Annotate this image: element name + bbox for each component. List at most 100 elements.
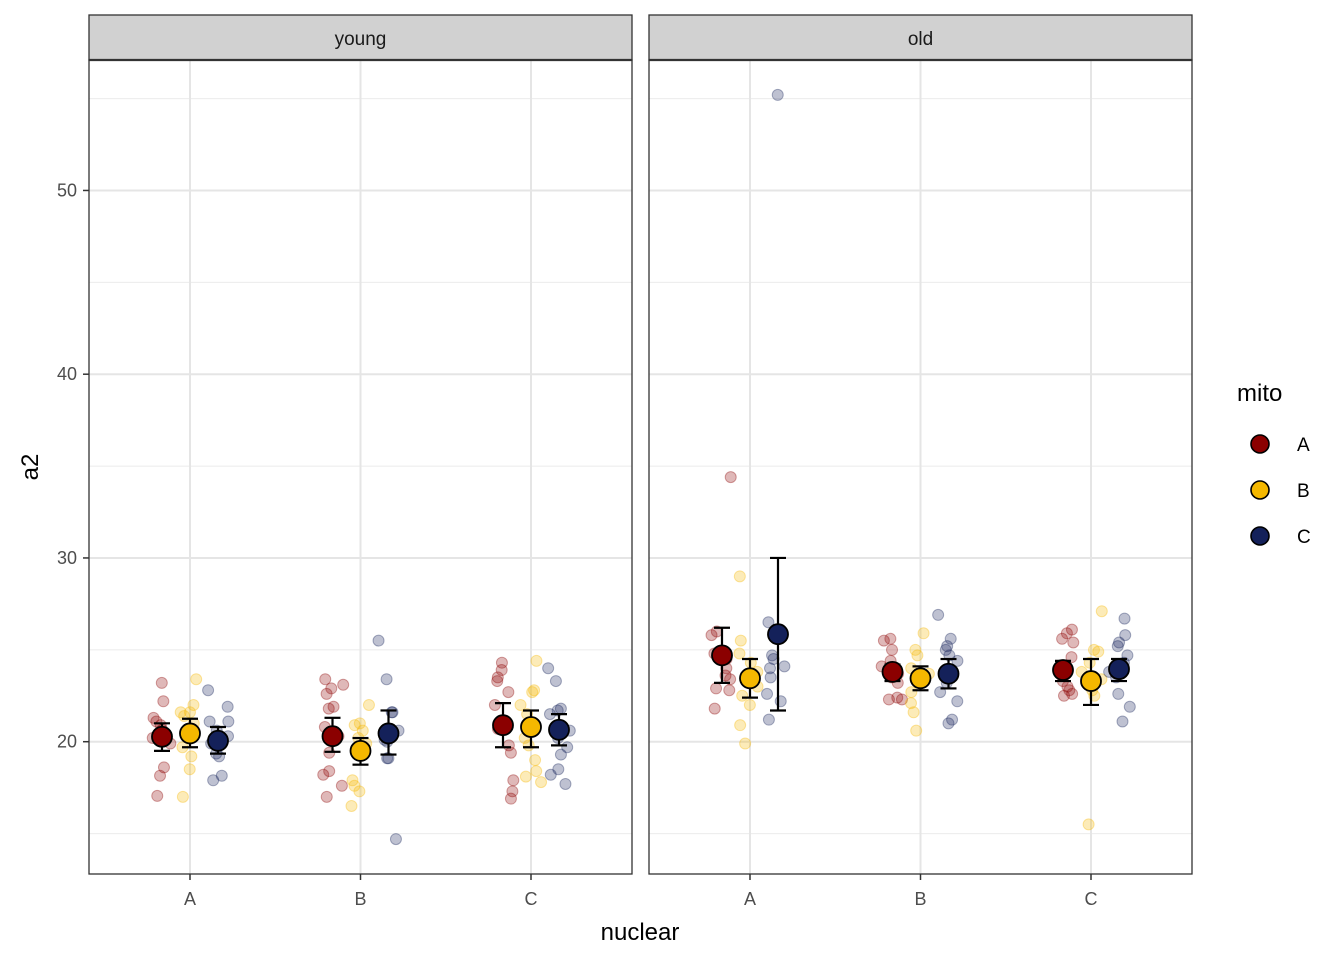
data-point	[734, 634, 747, 647]
data-point	[380, 673, 393, 686]
data-point	[495, 664, 508, 677]
data-point	[884, 632, 897, 645]
data-point	[320, 790, 333, 803]
data-point	[187, 698, 200, 711]
data-point	[155, 676, 168, 689]
y-axis: 20 30 40 50	[57, 180, 89, 752]
x-axis-title: nuclear	[601, 919, 680, 946]
data-point	[723, 684, 736, 697]
mean-point	[321, 725, 344, 748]
data-point	[552, 763, 565, 776]
y-tick-label: 50	[57, 180, 77, 200]
data-point	[353, 785, 366, 798]
data-point	[157, 761, 170, 774]
data-point	[895, 693, 908, 706]
data-point	[353, 717, 366, 730]
y-tick-label: 30	[57, 548, 77, 568]
data-point	[778, 660, 791, 673]
data-point	[905, 697, 918, 710]
data-point	[389, 833, 402, 846]
data-point	[207, 774, 220, 787]
data-point	[907, 706, 920, 719]
data-point	[1092, 645, 1105, 658]
data-point	[944, 632, 957, 645]
data-point	[174, 706, 187, 719]
y-axis-title: a2	[17, 454, 44, 481]
mean-point	[1080, 670, 1102, 692]
data-point	[739, 737, 752, 750]
legend-item-C: C	[1250, 526, 1311, 548]
mean-point	[377, 722, 400, 745]
x-tick-label: A	[184, 889, 196, 909]
data-point	[764, 662, 777, 675]
data-point	[348, 719, 361, 732]
data-point	[528, 684, 541, 697]
data-point	[348, 779, 361, 792]
data-point	[733, 570, 746, 583]
mean-point	[767, 623, 789, 646]
data-point	[705, 629, 718, 642]
data-point	[710, 682, 723, 695]
data-point	[337, 678, 350, 691]
data-point	[736, 689, 749, 702]
data-point	[1116, 715, 1129, 728]
data-point	[1063, 684, 1076, 697]
data-point	[1066, 687, 1079, 700]
data-point	[771, 88, 784, 101]
facet-label: old	[908, 29, 933, 50]
data-point	[910, 724, 923, 737]
mean-point	[1052, 659, 1074, 681]
data-point	[215, 769, 228, 782]
data-point	[774, 695, 787, 708]
mean-point	[937, 662, 960, 685]
data-point	[909, 643, 922, 656]
legend-key	[1250, 480, 1270, 500]
data-point	[905, 686, 918, 699]
mean-point	[349, 739, 372, 762]
data-point	[891, 691, 904, 704]
data-point	[335, 779, 348, 792]
data-point	[544, 768, 557, 781]
data-point	[762, 616, 775, 629]
data-point	[535, 776, 548, 789]
mean-point	[492, 714, 514, 737]
data-point	[506, 785, 519, 798]
data-point	[327, 700, 340, 713]
data-point	[951, 695, 964, 708]
legend-key	[1250, 526, 1270, 546]
data-point	[1119, 629, 1132, 642]
mean-point	[548, 718, 570, 741]
panel-young: young A B C	[88, 14, 633, 909]
data-point	[559, 777, 572, 790]
data-point	[764, 671, 777, 684]
data-point	[530, 654, 543, 667]
data-point	[203, 715, 216, 728]
data-point	[507, 774, 520, 787]
data-point	[549, 675, 562, 688]
data-point	[362, 698, 375, 711]
data-point	[1087, 643, 1100, 656]
data-point	[734, 719, 747, 732]
data-point	[345, 800, 358, 813]
mean-point	[739, 667, 761, 690]
data-point	[554, 748, 567, 761]
data-point	[877, 634, 890, 647]
data-point	[1095, 605, 1108, 618]
x-tick-label: C	[1085, 889, 1098, 909]
data-point	[526, 686, 539, 699]
data-point	[185, 750, 198, 763]
data-point	[504, 746, 517, 759]
facet-strip	[648, 14, 1193, 61]
data-point	[157, 695, 170, 708]
legend-label: C	[1297, 527, 1311, 548]
data-point	[932, 608, 945, 621]
legend-title: mito	[1237, 380, 1282, 407]
legend-key	[1250, 434, 1270, 454]
data-point	[495, 656, 508, 669]
data-point	[1111, 640, 1124, 653]
x-tick-label: B	[354, 889, 366, 909]
data-point	[882, 693, 895, 706]
data-point	[323, 765, 336, 778]
data-point	[325, 682, 338, 695]
